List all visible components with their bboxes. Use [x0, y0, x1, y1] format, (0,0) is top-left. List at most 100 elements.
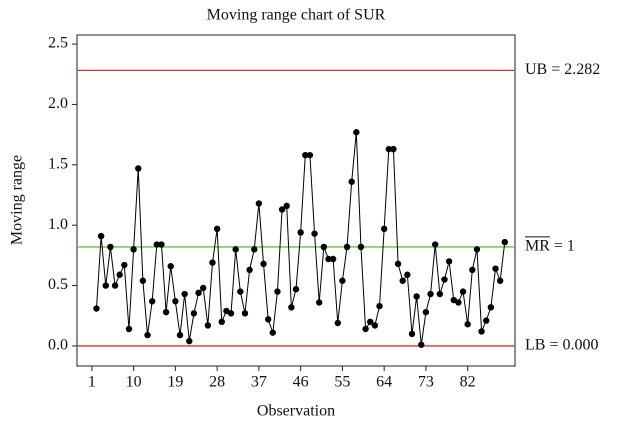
data-point [385, 145, 392, 153]
data-point [357, 243, 365, 251]
data-point [483, 317, 490, 324]
y-tick-label: 1.5 [48, 155, 68, 172]
data-point [343, 243, 351, 251]
data-point [367, 318, 374, 326]
data-point [288, 304, 295, 311]
y-axis-label: Moving range [9, 155, 26, 245]
data-point [278, 206, 286, 213]
data-point [436, 290, 444, 298]
x-tick-label: 55 [334, 374, 350, 391]
data-point [431, 241, 439, 248]
data-point [469, 266, 476, 274]
data-point [445, 258, 453, 265]
data-point [135, 165, 142, 172]
data-point [200, 284, 207, 292]
data-point [260, 260, 267, 268]
data-point [116, 271, 123, 278]
data-point [255, 200, 263, 207]
data-point [269, 329, 277, 336]
data-point [181, 290, 188, 298]
series-line [95, 132, 506, 345]
data-point [418, 341, 425, 348]
data-point [172, 298, 179, 305]
x-tick-label: 64 [376, 374, 392, 391]
data-point [478, 328, 485, 335]
data-point [292, 285, 300, 293]
data-point [102, 282, 109, 289]
data-point [399, 277, 406, 284]
data-point [241, 310, 249, 317]
x-axis-label: Observation [257, 403, 335, 420]
data-point [162, 308, 170, 316]
data-point [311, 230, 318, 237]
data-point [427, 290, 434, 298]
data-point [348, 178, 355, 185]
data-point [186, 337, 193, 345]
data-point [251, 246, 258, 253]
data-point [232, 246, 239, 253]
data-point [121, 261, 128, 269]
data-point [213, 225, 221, 233]
reference-label: UB = 2.282 [525, 61, 600, 78]
data-point [158, 241, 165, 248]
x-tick-label: 1 [88, 374, 96, 391]
data-point [125, 325, 133, 333]
data-point [204, 322, 212, 329]
data-point [455, 299, 462, 306]
data-point [274, 288, 281, 295]
data-point [353, 129, 360, 136]
data-point [167, 263, 174, 270]
x-tick-label: 73 [418, 374, 434, 391]
data-point [297, 229, 304, 236]
data-point [394, 260, 402, 268]
x-tick-label: 82 [460, 374, 476, 391]
data-point [325, 255, 332, 263]
data-point [380, 225, 388, 233]
data-point [237, 288, 244, 295]
data-point [371, 322, 379, 329]
data-point [302, 151, 309, 159]
data-point [209, 259, 216, 266]
chart-title: Moving range chart of SUR [207, 7, 386, 24]
data-point [501, 238, 508, 246]
data-point [283, 202, 290, 210]
data-point [130, 246, 137, 253]
data-point [144, 331, 151, 339]
data-point [227, 310, 235, 317]
y-tick-label: 0.5 [48, 276, 68, 293]
data-point [329, 255, 337, 263]
data-point [246, 266, 253, 274]
data-point [320, 243, 328, 251]
data-point [334, 319, 341, 327]
data-point [459, 288, 467, 295]
data-point [153, 241, 161, 248]
x-tick-label: 37 [251, 374, 267, 391]
data-point [93, 305, 100, 312]
data-point [315, 299, 323, 306]
data-point [97, 232, 105, 240]
data-point [111, 282, 119, 289]
data-point [473, 246, 481, 253]
y-tick-label: 2.0 [48, 95, 68, 112]
data-point [139, 277, 147, 284]
y-tick-label: 0.0 [48, 337, 68, 354]
data-point [107, 243, 114, 251]
data-point [413, 293, 420, 300]
y-tick-label: 1.0 [48, 216, 68, 233]
data-point [487, 304, 495, 311]
x-tick-label: 19 [167, 374, 183, 391]
data-point [264, 316, 272, 323]
reference-label: LB = 0.000 [525, 337, 598, 354]
data-point [190, 310, 198, 317]
data-point [195, 289, 202, 297]
y-tick-label: 2.5 [48, 35, 68, 52]
x-tick-label: 28 [209, 374, 225, 391]
data-point [496, 277, 504, 284]
reference-label: MR = 1 [525, 238, 575, 255]
x-tick-label: 10 [126, 374, 142, 391]
data-point [422, 308, 430, 316]
data-point [492, 265, 499, 272]
data-point [404, 271, 411, 278]
data-point [362, 325, 369, 333]
